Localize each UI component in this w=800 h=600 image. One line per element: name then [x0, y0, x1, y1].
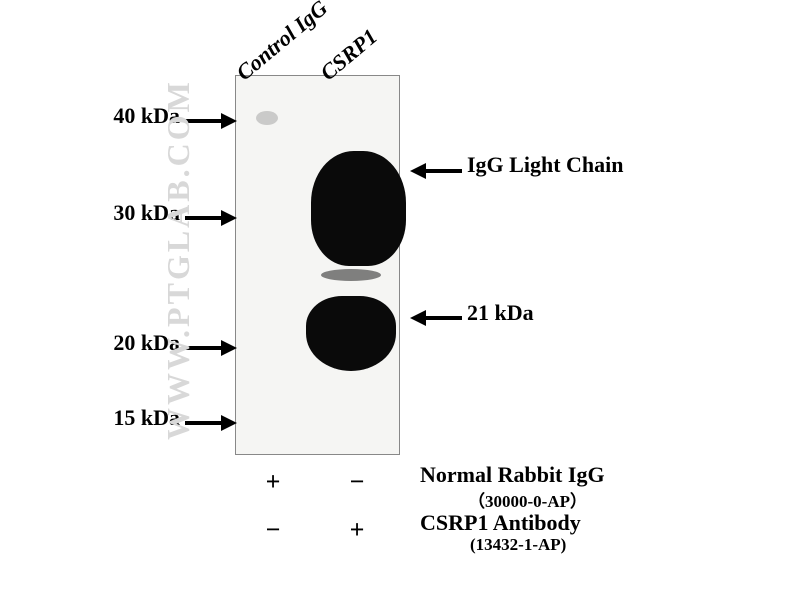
legend-row2-main: CSRP1 Antibody	[420, 510, 581, 536]
blot-band	[321, 269, 381, 281]
pm-row1-col2: −	[342, 467, 372, 497]
blot-band	[256, 111, 278, 125]
blot-band	[306, 296, 396, 371]
pm-row1-col1: +	[258, 467, 288, 497]
arrow-icon	[410, 310, 462, 326]
legend-row1-sub: （30000-0-AP）	[468, 487, 587, 512]
watermark-text: WWW.PTGLAB.COM	[160, 79, 197, 440]
blot-membrane	[235, 75, 400, 455]
pm-row2-col1: −	[258, 515, 288, 545]
blot-band	[311, 151, 406, 266]
lane-label-control: Control IgG	[231, 0, 332, 86]
pm-row2-col2: +	[342, 515, 372, 545]
figure-container: WWW.PTGLAB.COM Control IgG CSRP1 40 kDa …	[0, 0, 800, 600]
band-label-light-chain: IgG Light Chain	[467, 152, 624, 178]
legend-row2-sub: (13432-1-AP)	[470, 535, 566, 555]
band-label-target: 21 kDa	[467, 300, 534, 326]
legend-row1-main: Normal Rabbit IgG	[420, 462, 605, 488]
arrow-icon	[410, 163, 462, 179]
